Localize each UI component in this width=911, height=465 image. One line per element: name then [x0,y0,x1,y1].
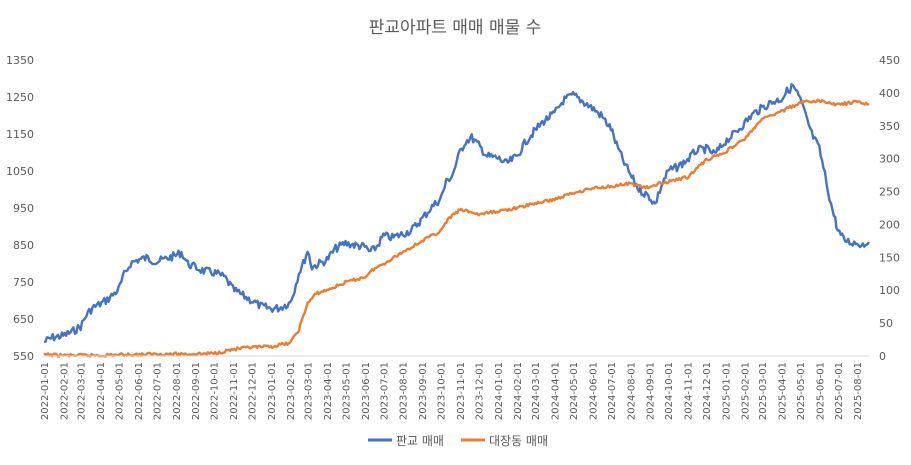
y-left-tick-label: 1350 [6,54,34,67]
y-right-tick-label: 100 [879,284,900,297]
x-tick-label: 2025-07-01 [834,362,845,420]
x-tick-label: 2024-11-01 [683,362,694,420]
y-right-tick-label: 400 [879,87,900,100]
y-right-axis: 0 50 100 150 200 250 300 350 400 450 [879,54,900,363]
y-left-tick-label: 850 [13,239,34,252]
x-tick-label: 2025-01-01 [721,362,732,420]
x-tick-label: 2022-01-01 [40,362,51,420]
x-tick-label: 2024-04-01 [550,362,561,420]
x-tick-label: 2025-03-01 [758,362,769,420]
y-left-tick-label: 1250 [6,91,34,104]
x-tick-label: 2025-04-01 [777,362,788,420]
x-tick-label: 2023-12-01 [475,362,486,420]
x-tick-label: 2024-09-01 [646,362,657,420]
x-tick-label: 2024-05-01 [569,362,580,420]
x-tick-label: 2023-02-01 [286,362,297,420]
x-tick-label: 2023-07-01 [379,362,390,420]
x-tick-label: 2024-06-01 [588,362,599,420]
x-tick-label: 2022-12-01 [248,362,259,420]
x-tick-label: 2022-06-01 [134,362,145,420]
y-left-tick-label: 950 [13,202,34,215]
x-tick-label: 2022-09-01 [191,362,202,420]
x-tick-label: 2023-06-01 [361,362,372,420]
x-tick-label: 2025-02-01 [741,362,752,420]
y-left-tick-label: 1050 [6,165,34,178]
y-left-tick-label: 1150 [6,128,34,141]
chart-title: 판교아파트 매매 매물 수 [369,18,542,38]
x-tick-label: 2023-11-01 [456,362,467,420]
plot-area [43,83,870,358]
series-line-0 [43,83,870,344]
x-tick-label: 2022-07-01 [153,362,164,420]
x-tick-label: 2024-08-01 [626,362,637,420]
legend-label-series-0: 판교 매매 [396,434,444,448]
x-tick-label: 2023-08-01 [399,362,410,420]
y-left-tick-label: 750 [13,276,34,289]
series-line-1 [43,98,870,358]
x-tick-label: 2025-08-01 [853,362,864,420]
x-tick-label: 2022-03-01 [77,362,88,420]
x-tick-label: 2023-09-01 [418,362,429,420]
x-tick-label: 2022-04-01 [96,362,107,420]
x-tick-label: 2025-06-01 [815,362,826,420]
legend-label-series-1: 대장동 매매 [489,434,548,448]
x-tick-label: 2022-10-01 [210,362,221,420]
x-tick-label: 2023-01-01 [267,362,278,420]
x-tick-label: 2023-10-01 [437,362,448,420]
x-tick-label: 2022-05-01 [115,362,126,420]
x-tick-label: 2024-07-01 [607,362,618,420]
x-tick-label: 2024-03-01 [531,362,542,420]
y-left-tick-label: 650 [13,313,34,326]
x-tick-label: 2024-01-01 [494,362,505,420]
x-tick-label: 2024-12-01 [702,362,713,420]
x-tick-label: 2023-05-01 [342,362,353,420]
y-right-tick-label: 0 [879,350,886,363]
y-right-tick-label: 50 [879,317,893,330]
y-right-tick-label: 150 [879,251,900,264]
y-right-tick-label: 250 [879,186,900,199]
y-right-tick-label: 300 [879,153,900,166]
y-left-tick-label: 550 [13,350,34,363]
x-tick-label: 2023-04-01 [323,362,334,420]
y-left-axis: 550 650 750 850 950 1050 1150 1250 1350 [6,54,34,363]
x-tick-label: 2024-02-01 [513,362,524,420]
legend: 판교 매매 대장동 매매 [368,434,548,448]
y-right-tick-label: 450 [879,54,900,67]
y-right-tick-label: 350 [879,120,900,133]
x-tick-label: 2024-10-01 [664,362,675,420]
x-axis: 2022-01-01 2022-02-01 2022-03-01 2022-04-01… [40,355,869,420]
y-right-tick-label: 200 [879,218,900,231]
x-tick-label: 2022-02-01 [59,362,70,420]
x-tick-label: 2022-11-01 [229,362,240,420]
x-tick-label: 2022-08-01 [172,362,183,420]
x-tick-label: 2025-05-01 [796,362,807,420]
x-tick-label: 2023-03-01 [304,362,315,420]
